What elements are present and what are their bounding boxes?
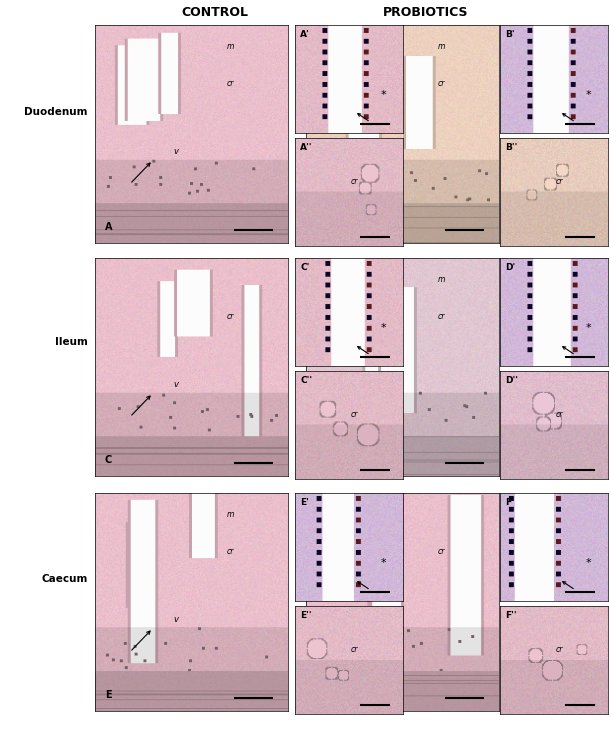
Text: B': B' bbox=[505, 31, 515, 40]
Text: v: v bbox=[384, 147, 390, 156]
Text: v: v bbox=[384, 380, 390, 389]
Text: cr: cr bbox=[227, 80, 234, 88]
Text: cr: cr bbox=[227, 312, 234, 321]
Text: *: * bbox=[381, 323, 386, 333]
Text: D': D' bbox=[505, 263, 516, 272]
Text: C': C' bbox=[300, 263, 310, 272]
Text: F'': F'' bbox=[505, 611, 517, 620]
Text: m: m bbox=[227, 510, 234, 519]
Text: C'': C'' bbox=[300, 376, 312, 386]
Text: B'': B'' bbox=[505, 143, 518, 152]
Text: v: v bbox=[174, 380, 178, 389]
Text: m: m bbox=[437, 42, 445, 51]
Text: v: v bbox=[174, 147, 178, 156]
Text: D: D bbox=[315, 455, 323, 465]
Text: F': F' bbox=[505, 499, 514, 508]
Text: *: * bbox=[586, 90, 591, 101]
Text: B: B bbox=[315, 222, 323, 232]
Text: Ileum: Ileum bbox=[55, 337, 88, 347]
Text: F: F bbox=[315, 690, 322, 700]
Text: cr: cr bbox=[437, 312, 445, 321]
Text: m: m bbox=[227, 42, 234, 51]
Text: cr: cr bbox=[227, 548, 234, 556]
Text: C: C bbox=[105, 455, 112, 465]
Text: *: * bbox=[586, 558, 591, 568]
Text: cr: cr bbox=[437, 80, 445, 88]
Text: *: * bbox=[586, 323, 591, 333]
Text: A'': A'' bbox=[300, 143, 313, 152]
Text: cr: cr bbox=[351, 177, 358, 186]
Text: *: * bbox=[381, 90, 386, 101]
Text: E': E' bbox=[300, 499, 309, 508]
Text: cr: cr bbox=[351, 410, 358, 419]
Text: cr: cr bbox=[555, 645, 563, 654]
Text: E'': E'' bbox=[300, 611, 312, 620]
Text: A': A' bbox=[300, 31, 310, 40]
Text: PROBIOTICS: PROBIOTICS bbox=[383, 7, 469, 20]
Text: cr: cr bbox=[555, 410, 563, 419]
Text: Caecum: Caecum bbox=[41, 574, 88, 584]
Text: cr: cr bbox=[555, 177, 563, 186]
Text: cr: cr bbox=[351, 645, 358, 654]
Text: E: E bbox=[105, 690, 111, 700]
Text: v: v bbox=[384, 615, 390, 624]
Text: CONTROL: CONTROL bbox=[181, 7, 248, 20]
Text: cr: cr bbox=[437, 548, 445, 556]
Text: Duodenum: Duodenum bbox=[24, 107, 88, 117]
Text: *: * bbox=[381, 558, 386, 568]
Text: A: A bbox=[105, 222, 112, 232]
Text: D'': D'' bbox=[505, 376, 518, 386]
Text: v: v bbox=[174, 615, 178, 624]
Text: m: m bbox=[437, 275, 445, 284]
